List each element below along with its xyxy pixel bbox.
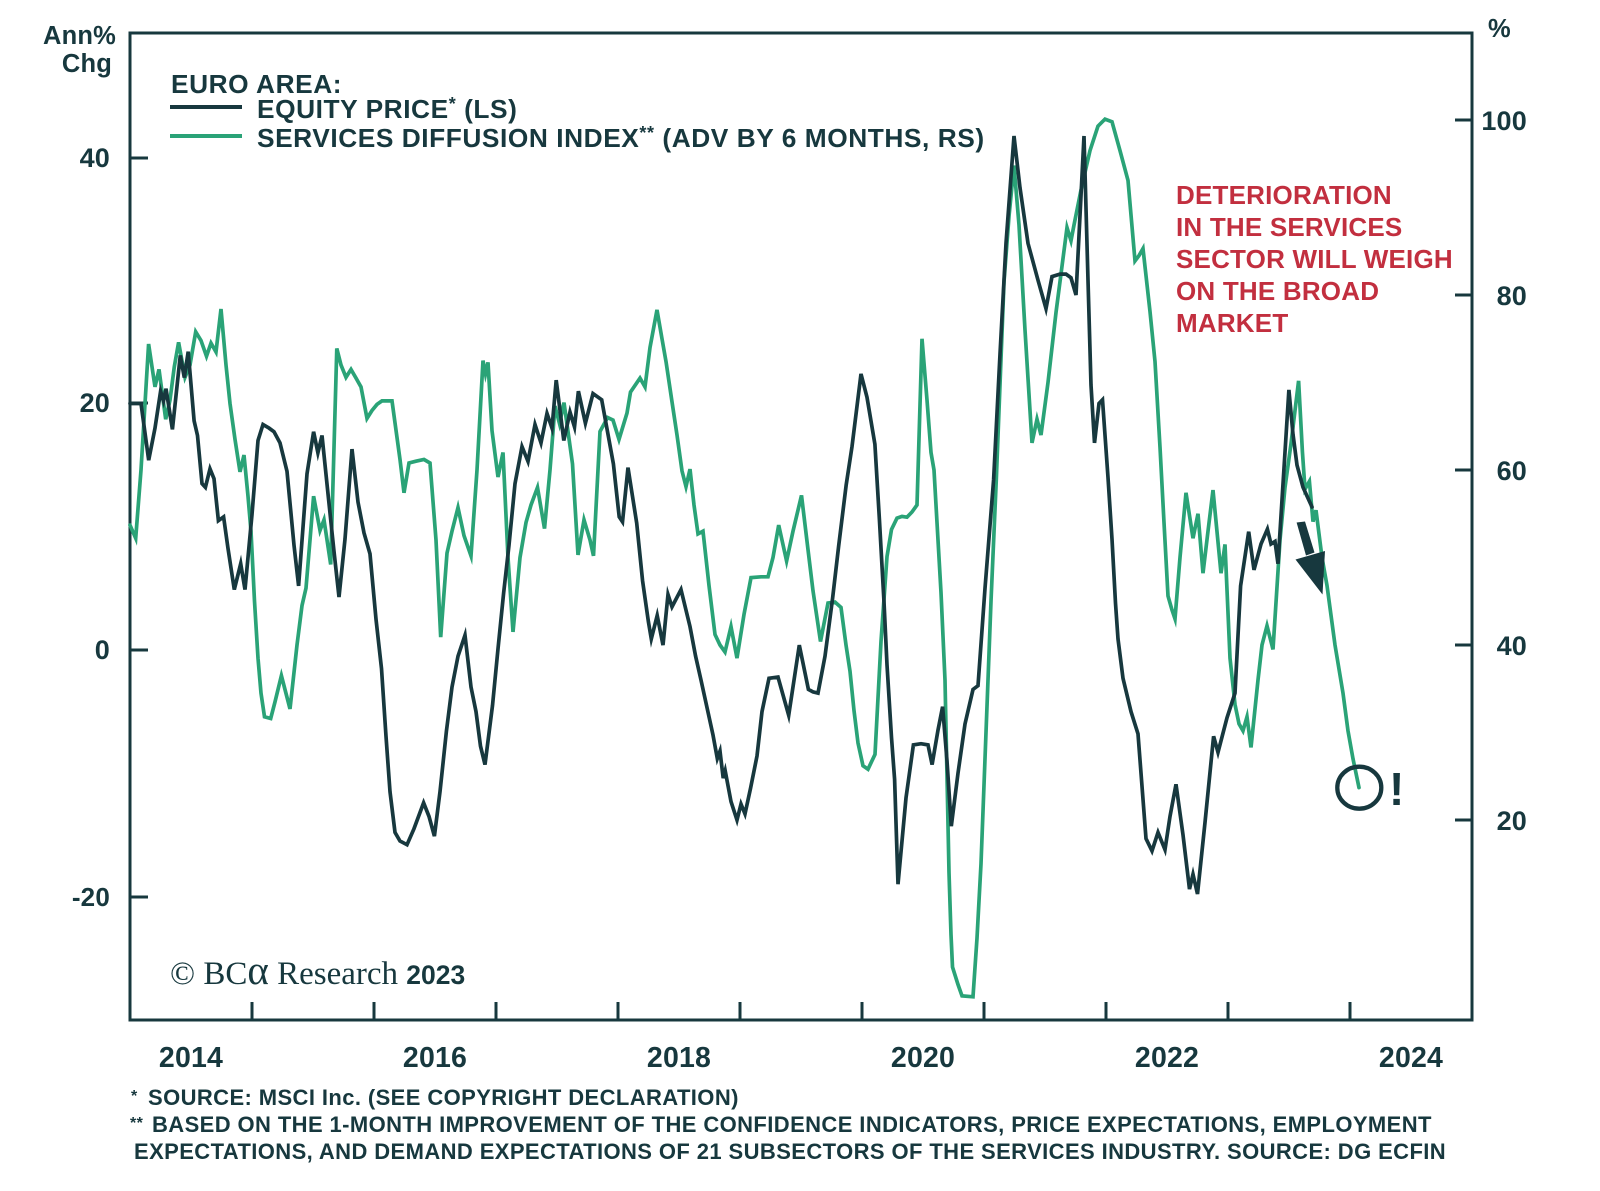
svg-text:20: 20 [1497, 806, 1527, 836]
svg-text:0: 0 [95, 635, 110, 665]
svg-text:2014: 2014 [159, 1042, 223, 1074]
svg-text:-20: -20 [72, 882, 110, 912]
svg-text:40: 40 [80, 143, 110, 173]
svg-text:60: 60 [1497, 456, 1527, 486]
svg-text:*SOURCE: MSCI Inc. (SEE COPYRI: * SOURCE: MSCI Inc. (SEE COPYRIGHT DECLAR… [131, 1085, 739, 1110]
svg-text:SECTOR WILL WEIGH: SECTOR WILL WEIGH [1176, 244, 1453, 274]
svg-text:Chg: Chg [62, 50, 112, 78]
svg-text:**BASED ON THE 1-MONTH IMPROVE: ** BASED ON THE 1-MONTH IMPROVEMENT OF TH… [130, 1112, 1432, 1137]
svg-text:IN THE SERVICES: IN THE SERVICES [1176, 212, 1402, 242]
svg-text:EURO AREA:: EURO AREA: [171, 69, 342, 99]
svg-text:100: 100 [1481, 106, 1527, 136]
svg-text:80: 80 [1497, 281, 1527, 311]
svg-text:20: 20 [80, 388, 110, 418]
svg-text:EQUITY PRICE* (LS): EQUITY PRICE* (LS) [257, 94, 517, 124]
svg-text:2024: 2024 [1379, 1042, 1443, 1074]
svg-text:40: 40 [1497, 631, 1527, 661]
svg-text:ON THE BROAD: ON THE BROAD [1176, 276, 1379, 306]
svg-text:2022: 2022 [1135, 1042, 1199, 1074]
svg-text:MARKET: MARKET [1176, 308, 1288, 338]
svg-text:%: % [1488, 15, 1511, 43]
svg-text:2018: 2018 [647, 1042, 711, 1074]
svg-text:Ann%: Ann% [43, 22, 116, 50]
svg-text:SERVICES DIFFUSION INDEX** (AD: SERVICES DIFFUSION INDEX** (ADV BY 6 MON… [257, 123, 985, 153]
svg-text:DETERIORATION: DETERIORATION [1176, 180, 1392, 210]
svg-text:!: ! [1389, 763, 1404, 815]
svg-text:EXPECTATIONS, AND DEMAND EXPEC: EXPECTATIONS, AND DEMAND EXPECTATIONS OF… [134, 1139, 1446, 1164]
svg-text:2016: 2016 [403, 1042, 467, 1074]
svg-text:2020: 2020 [891, 1042, 955, 1074]
